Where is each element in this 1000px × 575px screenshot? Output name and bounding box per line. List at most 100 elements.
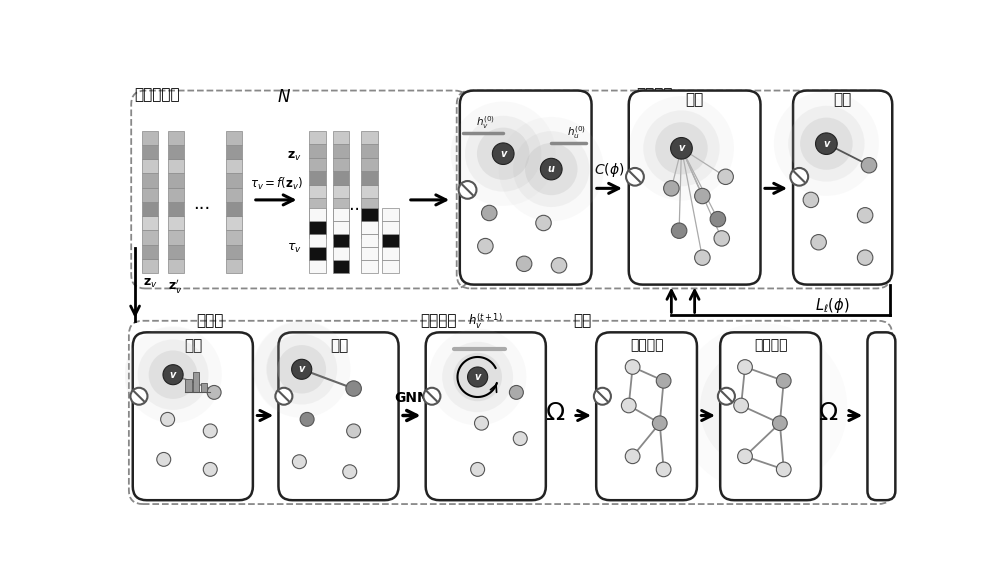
Bar (361, 208, 378, 221)
Circle shape (800, 118, 853, 170)
Bar (142, 231, 158, 244)
Circle shape (477, 128, 529, 180)
Bar (309, 247, 326, 260)
Text: $h_u^{(0)}$: $h_u^{(0)}$ (567, 124, 586, 141)
Circle shape (677, 323, 847, 493)
Text: $\tau_v$: $\tau_v$ (287, 242, 302, 255)
Bar (168, 145, 184, 159)
Circle shape (816, 133, 837, 155)
Circle shape (626, 168, 644, 186)
Circle shape (266, 334, 337, 405)
Bar (361, 144, 378, 158)
Bar (309, 234, 326, 247)
Bar (226, 187, 242, 202)
Circle shape (138, 340, 208, 409)
Text: $\mathbf{z}_v$: $\mathbf{z}_v$ (287, 150, 302, 163)
Circle shape (695, 189, 710, 204)
Bar (226, 259, 242, 273)
Text: $\mathbf{z}_v'$: $\mathbf{z}_v'$ (168, 277, 183, 295)
Bar (193, 373, 199, 392)
Bar (309, 260, 326, 273)
Circle shape (423, 388, 440, 405)
Circle shape (429, 328, 526, 426)
Circle shape (621, 398, 636, 413)
Bar (333, 144, 349, 158)
Circle shape (130, 388, 147, 405)
Circle shape (267, 335, 336, 404)
FancyBboxPatch shape (133, 332, 253, 500)
Circle shape (203, 462, 217, 476)
Bar (226, 216, 242, 231)
Circle shape (478, 239, 493, 254)
Circle shape (625, 449, 640, 463)
Text: $h_v^{(t+1)}$: $h_v^{(t+1)}$ (468, 312, 503, 331)
Circle shape (161, 412, 175, 426)
Circle shape (790, 168, 808, 186)
Bar (382, 234, 399, 247)
Circle shape (656, 374, 671, 388)
Circle shape (447, 346, 509, 408)
Bar (309, 171, 326, 185)
Bar (333, 171, 349, 185)
Circle shape (459, 181, 476, 199)
Circle shape (157, 453, 171, 466)
Circle shape (149, 351, 197, 398)
Text: $\mathbf{z}_v$: $\mathbf{z}_v$ (143, 277, 158, 290)
Circle shape (492, 143, 514, 164)
Bar (309, 198, 326, 212)
Circle shape (718, 388, 735, 405)
Circle shape (671, 223, 687, 239)
Bar (333, 221, 349, 234)
Circle shape (540, 158, 562, 180)
Bar (226, 159, 242, 173)
Bar (226, 202, 242, 216)
Text: 采样: 采样 (834, 93, 852, 108)
Bar (382, 221, 399, 234)
Text: ...: ... (345, 196, 360, 214)
Text: v: v (500, 149, 506, 159)
Bar (309, 185, 326, 198)
Bar (142, 202, 158, 216)
Circle shape (451, 102, 556, 206)
Bar (309, 225, 326, 239)
Bar (361, 247, 378, 260)
Bar (201, 383, 207, 392)
Circle shape (738, 449, 752, 463)
Circle shape (671, 137, 692, 159)
Bar (333, 212, 349, 225)
Circle shape (482, 205, 497, 221)
Text: v: v (170, 370, 176, 380)
Bar (309, 131, 326, 144)
FancyBboxPatch shape (720, 332, 821, 500)
FancyBboxPatch shape (867, 332, 895, 500)
Bar (361, 221, 378, 234)
Circle shape (525, 143, 578, 195)
Bar (168, 159, 184, 173)
Text: $\Omega$: $\Omega$ (545, 401, 565, 425)
Bar (142, 173, 158, 187)
Circle shape (513, 432, 527, 446)
Circle shape (125, 327, 221, 422)
Circle shape (203, 424, 217, 438)
FancyBboxPatch shape (629, 90, 761, 285)
Text: 节点更新: 节点更新 (421, 313, 457, 328)
Circle shape (536, 215, 551, 231)
Circle shape (509, 385, 523, 399)
Circle shape (656, 462, 671, 477)
Circle shape (254, 322, 349, 417)
Text: 边初始化: 边初始化 (637, 87, 673, 102)
Bar (333, 225, 349, 239)
Circle shape (475, 416, 488, 430)
Circle shape (465, 116, 541, 191)
Bar (226, 231, 242, 244)
Text: ...: ... (193, 195, 210, 213)
Bar (361, 225, 378, 239)
Bar (333, 260, 349, 273)
Circle shape (719, 366, 805, 450)
Text: 边标记: 边标记 (197, 313, 224, 328)
Text: u: u (548, 164, 555, 174)
Bar (168, 231, 184, 244)
Circle shape (138, 339, 209, 410)
Text: 节点停止: 节点停止 (630, 339, 663, 352)
Bar (333, 234, 349, 247)
